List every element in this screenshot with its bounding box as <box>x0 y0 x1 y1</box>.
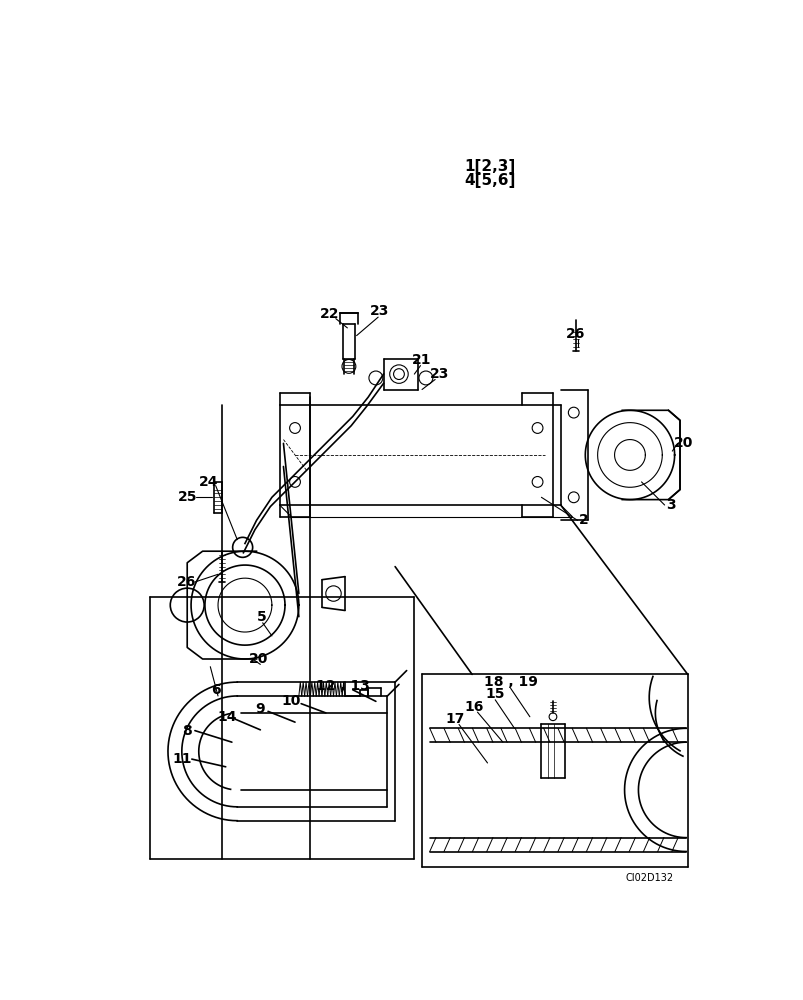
Text: 12 , 13: 12 , 13 <box>316 679 369 693</box>
Text: 20: 20 <box>674 436 693 450</box>
Text: 3: 3 <box>665 498 675 512</box>
Text: 24: 24 <box>199 475 218 489</box>
Text: 21: 21 <box>412 353 431 367</box>
Text: 8: 8 <box>182 724 192 738</box>
Text: 14: 14 <box>218 710 237 724</box>
Text: 26: 26 <box>177 575 196 589</box>
Text: 6: 6 <box>210 683 220 697</box>
Text: 4[5,6]: 4[5,6] <box>464 173 516 188</box>
Text: CI02D132: CI02D132 <box>625 873 672 883</box>
Text: 9: 9 <box>255 702 265 716</box>
Text: 26: 26 <box>565 327 585 341</box>
Text: 11: 11 <box>172 752 191 766</box>
Text: 20: 20 <box>249 652 268 666</box>
Text: 10: 10 <box>281 694 300 708</box>
Text: 25: 25 <box>177 490 197 504</box>
Text: 23: 23 <box>369 304 389 318</box>
Text: 17: 17 <box>445 712 464 726</box>
Text: 2: 2 <box>578 513 588 527</box>
Text: 5: 5 <box>257 610 267 624</box>
Text: 18 , 19: 18 , 19 <box>483 675 537 689</box>
Text: 16: 16 <box>463 700 483 714</box>
Text: 23: 23 <box>430 367 449 381</box>
Text: 22: 22 <box>320 307 339 321</box>
Text: 15: 15 <box>485 687 504 701</box>
Text: 1[2,3]: 1[2,3] <box>464 159 515 174</box>
